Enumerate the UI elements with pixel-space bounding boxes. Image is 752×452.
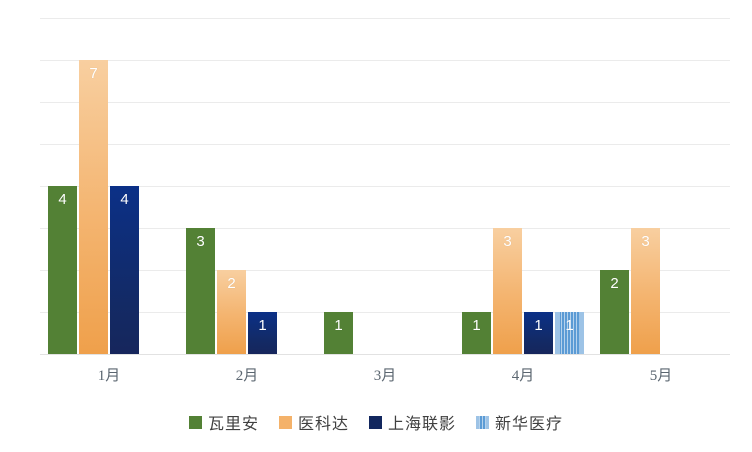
legend-swatch-orange-icon xyxy=(278,415,292,429)
bar-data-label: 1 xyxy=(258,317,267,334)
legend-item-label: 新华医疗 xyxy=(495,416,564,433)
bar-data-label: 7 xyxy=(89,65,98,82)
x-axis-tick-label: 1月 xyxy=(97,368,121,384)
x-axis-tick-label: 5月 xyxy=(649,368,673,384)
bar-瓦里安[interactable]: 1 xyxy=(462,312,491,354)
gridline xyxy=(40,354,730,355)
bar-data-label: 3 xyxy=(641,233,650,250)
bar-group: 1 3 1 1 xyxy=(454,18,592,354)
legend-swatch-lightblue-icon xyxy=(476,415,490,429)
bar-data-label: 3 xyxy=(503,233,512,250)
plot-area: 0123456784743211131123 xyxy=(40,18,730,355)
bar-data-label: 2 xyxy=(227,275,236,292)
gridline xyxy=(40,186,730,187)
bar-data-label: 4 xyxy=(120,191,129,208)
gridline xyxy=(40,102,730,103)
bar-医科达[interactable]: 3 xyxy=(493,228,522,354)
bar-group: 3 2 1 xyxy=(178,18,316,354)
bar-group: 4 7 4 xyxy=(40,18,178,354)
gridline xyxy=(40,18,730,19)
bar-data-label: 1 xyxy=(334,317,343,334)
gridline xyxy=(40,144,730,145)
gridline xyxy=(40,312,730,313)
bar-医科达[interactable]: 7 xyxy=(79,60,108,354)
bar-data-label: 1 xyxy=(565,317,574,334)
bar-瓦里安[interactable]: 3 xyxy=(186,228,215,354)
bar-医科达[interactable]: 3 xyxy=(631,228,660,354)
bar-上海联影[interactable]: 1 xyxy=(524,312,553,354)
bar-瓦里安[interactable]: 4 xyxy=(48,186,77,354)
bar-data-label: 1 xyxy=(534,317,543,334)
x-axis-tick-label: 4月 xyxy=(511,368,535,384)
x-axis-tick-label: 2月 xyxy=(235,368,259,384)
legend-item-瓦里安[interactable]: 瓦里安 xyxy=(188,410,259,434)
bar-data-label: 2 xyxy=(610,275,619,292)
bar-医科达[interactable]: 2 xyxy=(217,270,246,354)
bar-新华医疗[interactable]: 1 xyxy=(555,312,584,354)
legend-item-上海联影[interactable]: 上海联影 xyxy=(369,410,456,434)
legend-item-label: 上海联影 xyxy=(388,416,457,433)
gridline xyxy=(40,60,730,61)
bar-data-label: 1 xyxy=(472,317,481,334)
legend-swatch-navy-icon xyxy=(369,415,382,429)
gridline xyxy=(40,228,730,229)
bar-data-label: 3 xyxy=(196,233,205,250)
legend-swatch-green-icon xyxy=(188,415,202,429)
legend-item-label: 瓦里安 xyxy=(207,416,259,433)
x-axis-tick-label: 3月 xyxy=(373,368,397,384)
bar-group: 1 xyxy=(316,18,454,354)
chart-legend: 瓦里安 医科达 上海联影 新华医疗 xyxy=(0,410,752,434)
bar-上海联影[interactable]: 4 xyxy=(110,186,139,354)
bar-上海联影[interactable]: 1 xyxy=(248,312,277,354)
legend-item-label: 医科达 xyxy=(297,416,349,433)
bar-data-label: 4 xyxy=(58,191,67,208)
bar-瓦里安[interactable]: 1 xyxy=(324,312,353,354)
gridline xyxy=(40,270,730,271)
legend-item-新华医疗[interactable]: 新华医疗 xyxy=(476,410,563,434)
legend-item-医科达[interactable]: 医科达 xyxy=(278,410,349,434)
bar-瓦里安[interactable]: 2 xyxy=(600,270,629,354)
